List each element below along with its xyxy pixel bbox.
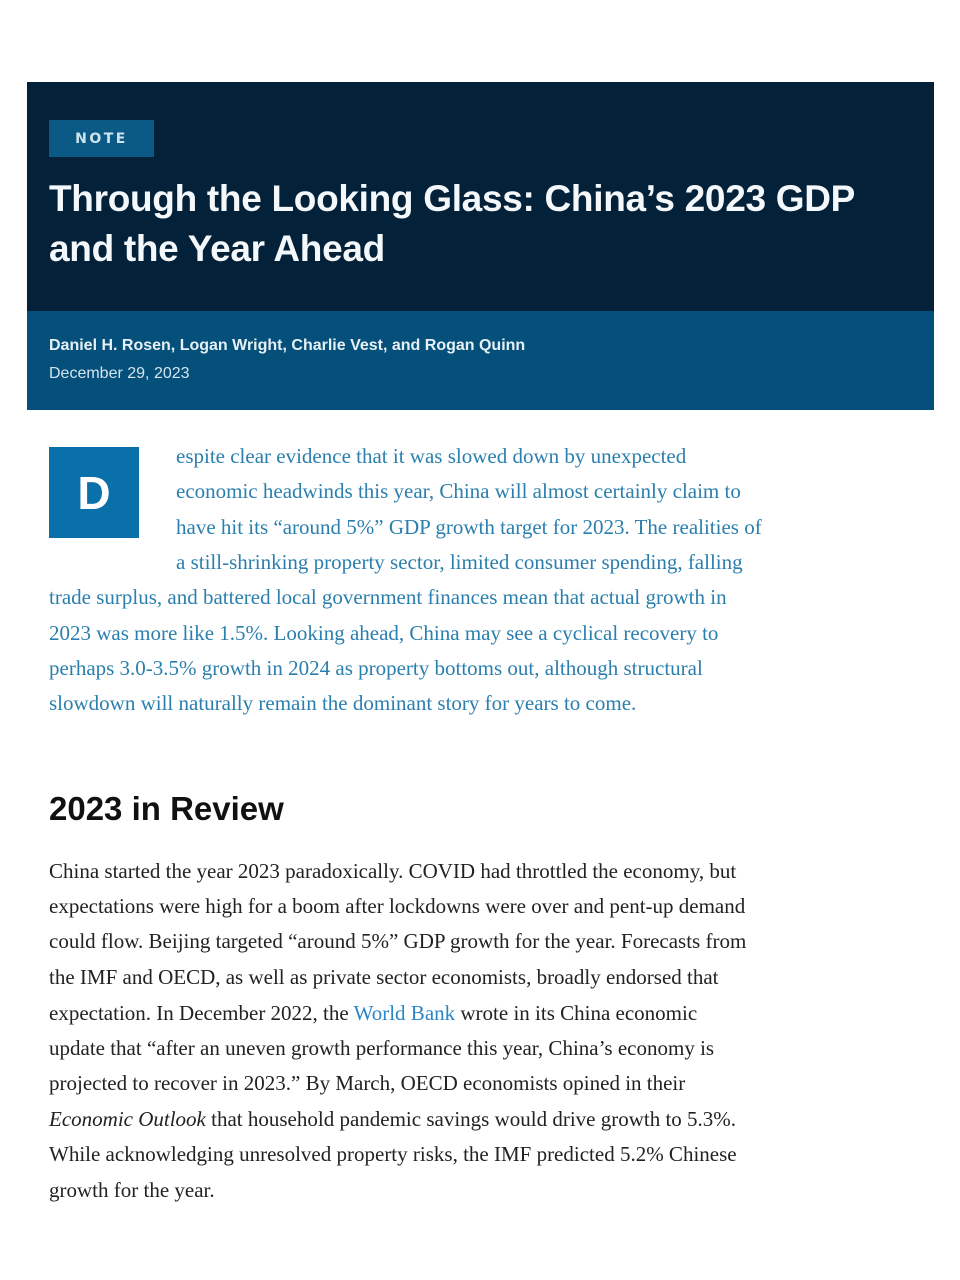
text-line: update that “after an uneven growth perf… bbox=[49, 1036, 715, 1060]
text-line: China started the year 2023 paradoxicall… bbox=[49, 859, 737, 883]
text: that household pandemic savings would dr… bbox=[205, 1107, 737, 1131]
text-line: While acknowledging unresolved property … bbox=[49, 1142, 737, 1166]
title-line: and the Year Ahead bbox=[49, 228, 385, 269]
text-line: expectations were high for a boom after … bbox=[49, 894, 746, 918]
lede-line: economic headwinds this year, China will… bbox=[176, 479, 741, 504]
publish-date: December 29, 2023 bbox=[49, 365, 190, 382]
text-line: could flow. Beijing targeted “around 5%”… bbox=[49, 929, 747, 953]
text: wrote in its China economic bbox=[455, 1001, 698, 1025]
lede-line: 2023 was more like 1.5%. Looking ahead, … bbox=[49, 620, 719, 645]
page-title: Through the Looking Glass: China’s 2023 … bbox=[49, 174, 929, 274]
text: expectation. In December 2022, the bbox=[49, 1001, 354, 1025]
text-line: Economic Outlook that household pandemic… bbox=[49, 1107, 736, 1132]
section-heading: 2023 in Review bbox=[49, 790, 284, 827]
lede-line: slowdown will naturally remain the domin… bbox=[49, 691, 637, 716]
lede-line: perhaps 3.0-3.5% growth in 2024 as prope… bbox=[49, 655, 703, 680]
lede-line: have hit its “around 5%” GDP growth targ… bbox=[176, 514, 762, 539]
text-line: the IMF and OECD, as well as private sec… bbox=[49, 965, 719, 989]
text-line: growth for the year. bbox=[49, 1178, 215, 1202]
article-header: NOTE Through the Looking Glass: China’s … bbox=[27, 82, 934, 311]
byline: Daniel H. Rosen, Logan Wright, Charlie V… bbox=[27, 311, 934, 410]
publication-title: Economic Outlook bbox=[49, 1107, 206, 1131]
text-line: expectation. In December 2022, the World… bbox=[49, 1001, 697, 1026]
drop-cap: D bbox=[49, 447, 139, 538]
authors: Daniel H. Rosen, Logan Wright, Charlie V… bbox=[49, 337, 526, 354]
text-line: projected to recover in 2023.” By March,… bbox=[49, 1071, 686, 1095]
world-bank-link[interactable]: World Bank bbox=[353, 1001, 456, 1025]
note-badge: NOTE bbox=[49, 120, 154, 157]
lede-line: a still-shrinking property sector, limit… bbox=[176, 549, 743, 574]
title-line: Through the Looking Glass: China’s 2023 … bbox=[49, 178, 856, 219]
lede-line: espite clear evidence that it was slowed… bbox=[176, 444, 687, 468]
lede-line: trade surplus, and battered local govern… bbox=[49, 585, 727, 610]
